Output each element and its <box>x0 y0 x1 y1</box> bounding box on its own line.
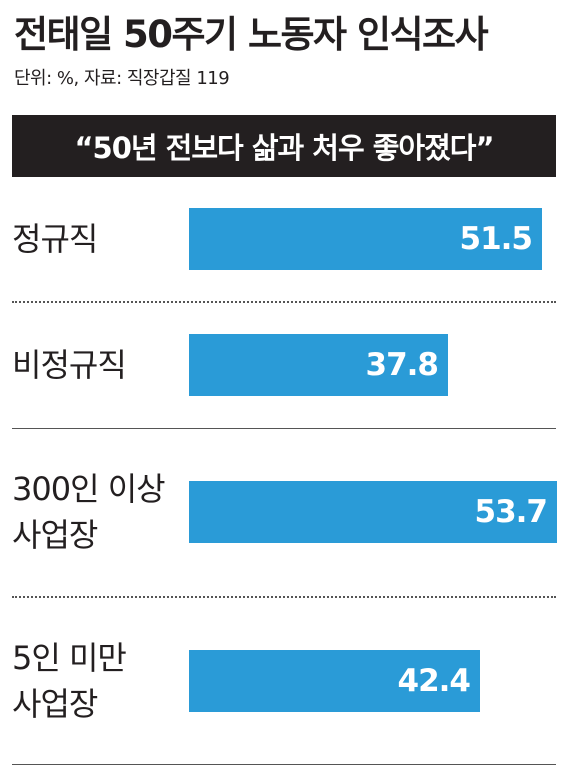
chart-banner: “50년 전보다 삶과 처우 좋아졌다” <box>12 115 556 177</box>
category-label: 정규직 <box>12 216 98 262</box>
category-label-line: 사업장 <box>12 516 98 554</box>
bar: 53.7 <box>189 481 557 543</box>
row-separator <box>12 428 556 429</box>
bar: 51.5 <box>189 208 542 270</box>
data-label: 37.8 <box>365 347 439 383</box>
row-separator <box>12 764 556 765</box>
data-label: 42.4 <box>397 663 471 699</box>
category-label: 비정규직 <box>12 342 127 388</box>
chart-title: 전태일 50주기 노동자 인식조사 <box>14 13 489 56</box>
row-separator <box>12 596 556 598</box>
row-separator <box>12 301 556 303</box>
data-label: 53.7 <box>474 494 548 530</box>
data-label: 51.5 <box>459 221 533 257</box>
category-label-line: 정규직 <box>12 220 98 258</box>
category-label-line: 사업장 <box>12 685 98 723</box>
bar: 42.4 <box>189 650 480 712</box>
category-label-line: 300인 이상 <box>12 470 166 508</box>
category-label-line: 비정규직 <box>12 346 127 384</box>
chart-source: 단위: %, 자료: 직장갑질 119 <box>14 68 230 89</box>
category-label-line: 5인 미만 <box>12 639 127 677</box>
bar: 37.8 <box>189 334 448 396</box>
